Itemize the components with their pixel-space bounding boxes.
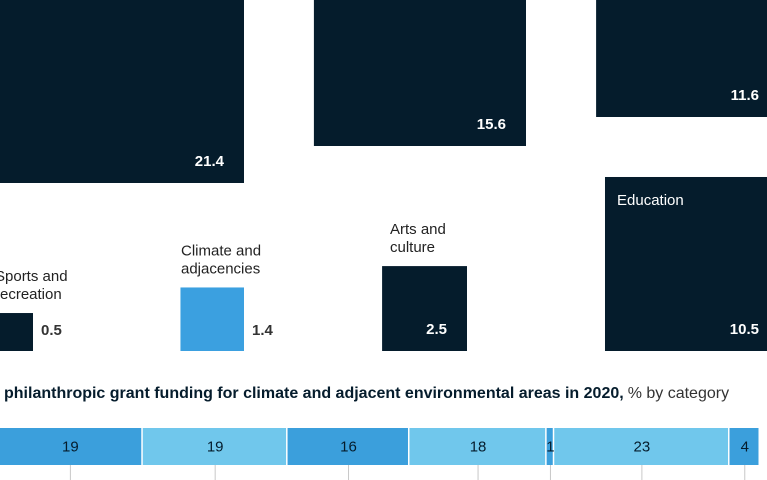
bar-segment	[729, 428, 759, 465]
category-line: Climate and	[181, 242, 261, 259]
bar-segment	[287, 428, 408, 465]
bar-segment	[409, 428, 546, 465]
segment-label: 19	[62, 438, 79, 455]
category-label: Arts and culture	[390, 221, 446, 256]
category-line: recreation	[0, 286, 62, 303]
segment-label: 19	[207, 438, 224, 455]
category-line: Education	[617, 192, 684, 209]
category-line: Sports and	[0, 268, 68, 285]
value-label: 15.6	[477, 116, 506, 133]
square	[382, 266, 467, 351]
bar-segment	[0, 428, 142, 465]
bar-segment	[554, 428, 729, 465]
square	[0, 313, 33, 351]
category-line: adjacencies	[181, 260, 260, 277]
value-label: 21.4	[195, 153, 225, 170]
category-label: Climate and adjacencies	[181, 242, 261, 277]
category-label: Education	[617, 192, 684, 209]
category-label: Sports and recreation	[0, 268, 68, 303]
category-line: Arts and	[390, 221, 446, 238]
segment-label: 23	[634, 438, 651, 455]
title-text: philanthropic grant funding for climate …	[4, 385, 624, 402]
category-line: culture	[390, 239, 435, 256]
subtitle-text: % by category	[628, 385, 729, 402]
square	[180, 287, 244, 351]
square	[0, 0, 244, 183]
bar-segment	[546, 428, 553, 465]
square	[596, 0, 767, 118]
value-label: 11.6	[731, 87, 759, 104]
square	[313, 0, 526, 146]
segment-label: 16	[340, 438, 357, 455]
segment-label: 1	[546, 438, 554, 455]
segment-label: 4	[741, 438, 749, 455]
value-label: 10.5	[730, 321, 759, 338]
value-label: 0.5	[41, 322, 62, 339]
value-label: 2.5	[426, 321, 447, 338]
value-label: 1.4	[252, 322, 274, 339]
bar-segment	[142, 428, 287, 465]
square	[604, 176, 767, 351]
segment-label: 18	[470, 438, 487, 455]
chart-title: philanthropic grant funding for climate …	[4, 385, 729, 402]
